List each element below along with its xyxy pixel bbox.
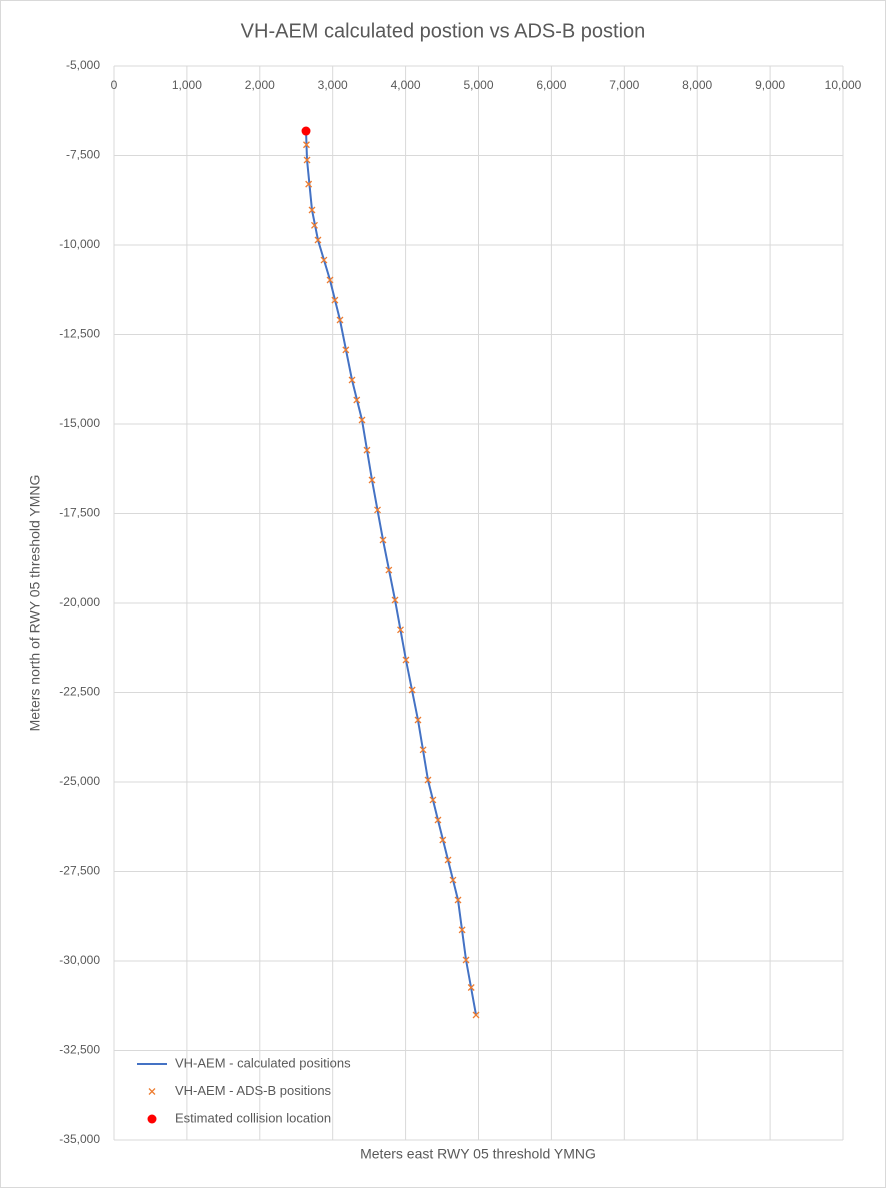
y-axis-label: Meters north of RWY 05 threshold YMNG bbox=[27, 475, 43, 732]
x-tick-label: 8,000 bbox=[682, 78, 712, 92]
series bbox=[301, 126, 311, 136]
x-tick-label: 5,000 bbox=[463, 78, 493, 92]
data-point bbox=[301, 126, 311, 136]
data-point bbox=[311, 221, 318, 229]
x-tick-label: 3,000 bbox=[318, 78, 348, 92]
y-tick-label: -20,000 bbox=[59, 595, 100, 609]
y-tick-label: -15,000 bbox=[59, 416, 100, 430]
chart-title: VH-AEM calculated postion vs ADS-B posti… bbox=[241, 20, 646, 42]
data-point bbox=[374, 506, 381, 514]
data-point bbox=[303, 156, 311, 164]
y-tick-label: -22,500 bbox=[59, 685, 100, 699]
y-tick-label: -30,000 bbox=[59, 953, 100, 967]
x-axis-label: Meters east RWY 05 threshold YMNG bbox=[360, 1146, 596, 1162]
data-point bbox=[353, 396, 361, 404]
data-point bbox=[414, 716, 422, 724]
data-point bbox=[320, 256, 328, 264]
series bbox=[302, 127, 480, 1019]
data-point bbox=[402, 656, 410, 664]
data-point bbox=[419, 746, 427, 754]
data-point bbox=[449, 876, 457, 884]
y-tick-label: -17,500 bbox=[59, 506, 100, 520]
legend-label: VH-AEM - ADS-B positions bbox=[175, 1083, 332, 1098]
data-point bbox=[434, 816, 442, 824]
y-tick-label: -12,500 bbox=[59, 327, 100, 341]
x-tick-label: 6,000 bbox=[536, 78, 566, 92]
data-point bbox=[429, 796, 437, 804]
data-point bbox=[326, 276, 334, 284]
y-tick-label: -7,500 bbox=[66, 148, 100, 162]
x-tick-label: 1,000 bbox=[172, 78, 202, 92]
data-point bbox=[336, 316, 344, 324]
data-point bbox=[472, 1011, 480, 1019]
legend-label: Estimated collision location bbox=[175, 1110, 331, 1125]
data-point bbox=[462, 956, 470, 964]
data-point bbox=[467, 984, 475, 991]
legend-swatch bbox=[147, 1114, 157, 1124]
y-tick-label: -35,000 bbox=[59, 1132, 100, 1146]
data-point bbox=[458, 926, 466, 934]
data-point bbox=[302, 141, 310, 149]
data-point bbox=[439, 836, 447, 844]
y-tick-label: -27,500 bbox=[59, 864, 100, 878]
y-tick-label: -10,000 bbox=[59, 237, 100, 251]
data-point bbox=[397, 626, 404, 634]
data-point bbox=[424, 776, 432, 784]
x-tick-label: 7,000 bbox=[609, 78, 639, 92]
data-point bbox=[331, 296, 339, 304]
data-point bbox=[379, 536, 387, 544]
x-tick-label: 10,000 bbox=[825, 78, 862, 92]
x-tick-label: 4,000 bbox=[391, 78, 421, 92]
data-point bbox=[314, 236, 322, 244]
data-point bbox=[444, 856, 452, 864]
data-point bbox=[305, 180, 313, 188]
data-point bbox=[391, 596, 399, 604]
data-point bbox=[342, 346, 350, 354]
y-tick-label: -32,500 bbox=[59, 1043, 100, 1057]
x-tick-label: 9,000 bbox=[755, 78, 785, 92]
data-point bbox=[385, 566, 393, 574]
x-tick-label: 2,000 bbox=[245, 78, 275, 92]
legend-label: VH-AEM - calculated positions bbox=[175, 1055, 351, 1070]
data-point bbox=[368, 476, 376, 484]
data-point bbox=[454, 896, 462, 904]
data-point bbox=[308, 206, 316, 214]
y-tick-label: -25,000 bbox=[59, 774, 100, 788]
data-point bbox=[363, 446, 371, 454]
y-tick-label: -5,000 bbox=[66, 58, 100, 72]
data-point bbox=[408, 686, 416, 694]
data-point bbox=[358, 416, 366, 424]
x-tick-label: 0 bbox=[111, 78, 118, 92]
data-point bbox=[348, 376, 356, 384]
legend-swatch bbox=[148, 1088, 156, 1095]
